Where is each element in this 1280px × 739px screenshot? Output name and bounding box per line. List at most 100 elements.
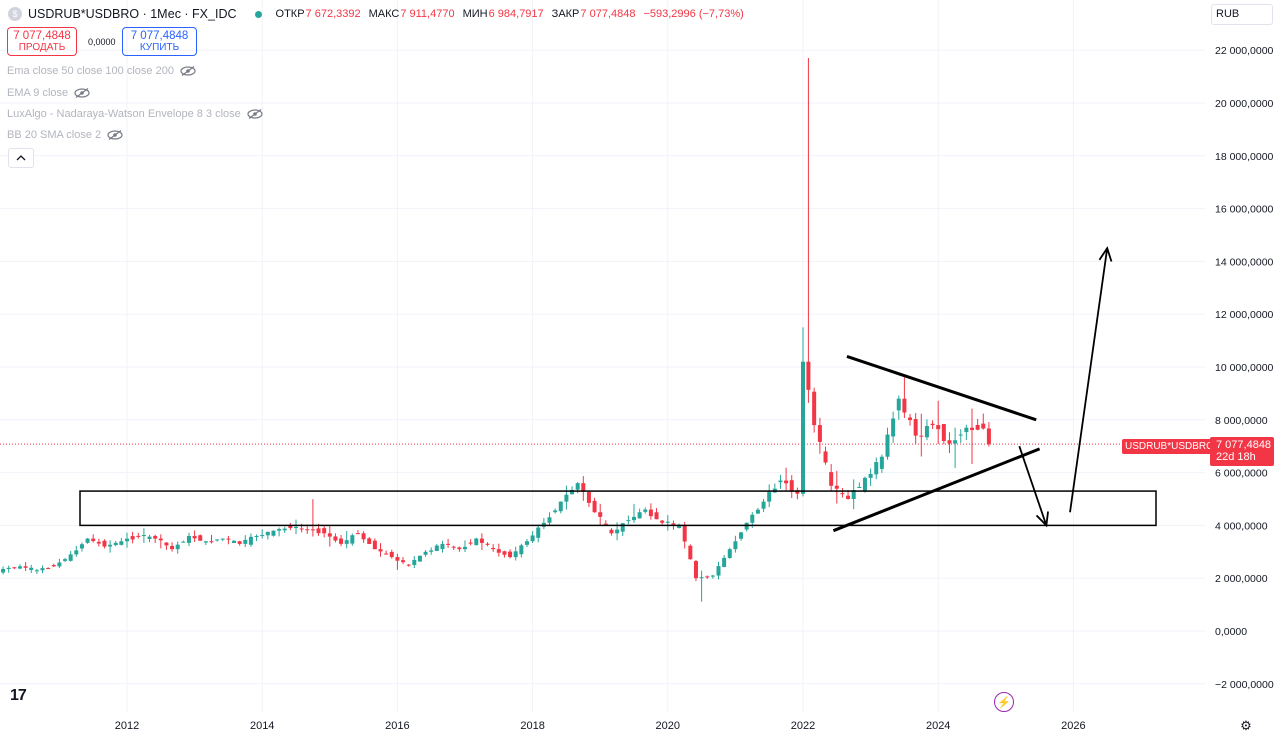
candle-body [615,529,620,534]
currency-button[interactable]: RUB [1211,4,1273,25]
candle-body [761,501,766,509]
candle [660,519,665,525]
candle [902,377,907,418]
candle-body [829,472,834,486]
candle [79,542,84,552]
candle-body [502,551,507,555]
candle-body [603,523,608,525]
candle-body [34,570,39,572]
candle-body [85,538,90,543]
candle [733,535,738,553]
candle [806,57,811,403]
y-tick-label: 14 000,0000 [1215,256,1274,268]
candle-body [294,526,298,529]
triangle-upper-trendline [846,355,1037,422]
candle [553,508,558,514]
candle [541,518,546,530]
candle [333,533,338,543]
indicator-ema-multi[interactable]: Ema close 50 close 100 close 200 [7,65,196,77]
candle [975,418,980,431]
indicator-ema9[interactable]: EMA 9 close [7,87,90,99]
candle-body [964,427,969,433]
candle-body [485,543,490,545]
eye-crossed-icon[interactable] [247,109,263,119]
candle-body [491,547,496,550]
candle-body [440,543,445,550]
sell-price: 7 077,4848 [13,30,71,42]
candle [908,413,913,426]
candle-body [648,509,653,517]
candle-body [17,566,22,569]
candle-body [429,550,434,552]
candle-body [209,541,214,543]
candle [367,536,372,545]
candle [423,550,428,557]
candle [896,395,901,420]
candle-body [519,545,524,555]
eye-crossed-icon[interactable] [107,130,123,140]
last-price-value: 7 077,4848 [1216,439,1272,451]
bar-countdown: 22d 18h [1216,451,1256,463]
candle-body [868,473,873,478]
x-tick-label: 2016 [385,720,409,732]
gear-icon[interactable]: ⚙ [1240,718,1252,733]
candle-body [874,462,879,475]
candle-body [496,549,501,553]
y-tick-label: 10 000,0000 [1215,362,1274,374]
candle [868,468,873,486]
candle-body [682,525,687,542]
candle [558,501,563,514]
candle [953,427,958,468]
candle [141,528,146,543]
candle [862,476,867,493]
candle-body [68,554,73,561]
candle-body [79,544,84,549]
candle [96,538,101,547]
candle-body [958,434,963,436]
candle [829,464,834,491]
symbol-title[interactable]: USDRUB*USDBRO · 1Мес · FX_IDC [28,7,237,21]
candle-body [474,538,479,546]
candle-body [23,566,28,568]
candle-body [812,391,817,426]
eye-crossed-icon[interactable] [74,88,90,98]
sell-button[interactable]: 7 077,4848 ПРОДАТЬ [7,27,77,56]
candle-body [158,538,163,541]
arrow-up-head [1098,246,1113,262]
candle-body [722,557,727,567]
candle-body [908,417,913,421]
candle [429,547,434,555]
candle [586,490,591,507]
candle-body [237,541,242,544]
candle-body [581,483,586,492]
candle [840,488,845,498]
candle-body [367,538,372,544]
candle-body [141,535,146,537]
candle-body [750,514,755,523]
lightning-icon[interactable]: ⚡ [994,692,1014,712]
candle-body [175,544,180,550]
candle [170,542,175,552]
candle [209,534,214,544]
indicator-bollinger[interactable]: BB 20 SMA close 2 [7,129,123,141]
candle-body [930,423,935,426]
candle-body [970,427,974,431]
collapse-legend-button[interactable] [8,148,34,168]
candle-body [654,512,659,520]
candle-body [620,523,625,532]
buy-button[interactable]: 7 077,4848 КУПИТЬ [122,27,197,56]
candle [986,422,991,447]
eye-crossed-icon[interactable] [180,66,196,76]
y-tick-label: −2 000,0000 [1215,679,1274,691]
candle [981,413,986,430]
candle [51,563,56,568]
candle [761,498,766,513]
candle-body [271,530,276,536]
candle [508,549,513,559]
market-status-icon [254,10,262,18]
candle [609,528,614,536]
candle-body [801,361,805,494]
indicator-nadaraya-watson[interactable]: LuxAlgo - Nadaraya-Watson Envelope 8 3 c… [7,108,263,120]
tradingview-logo[interactable]: 17 [10,687,27,704]
